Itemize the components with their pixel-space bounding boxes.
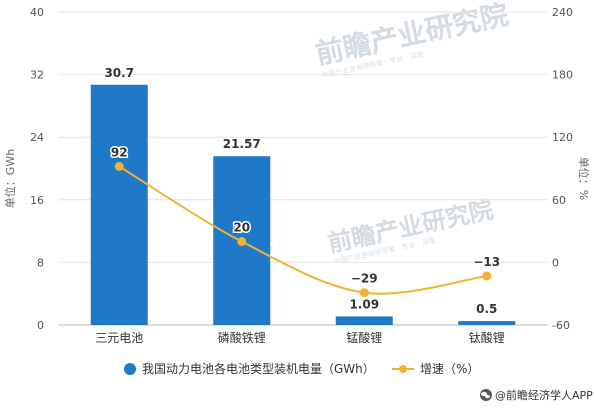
- line-data-label: 92: [111, 145, 128, 159]
- line-point: [114, 161, 124, 171]
- bar: [335, 316, 393, 325]
- footer: @前瞻经济学人APP: [480, 388, 593, 402]
- line-data-label: 20: [233, 221, 250, 235]
- bar-data-label: 30.7: [104, 66, 134, 80]
- line-data-label: −13: [473, 255, 500, 269]
- x-tick-label: 锰酸锂: [346, 330, 382, 345]
- y-left-tick-label: 40: [30, 6, 44, 19]
- line-data-label: −29: [351, 272, 378, 286]
- growth-line: [118, 165, 487, 295]
- y-right-axis-title: 单位：%: [577, 157, 591, 200]
- y-right-tick-label: 120: [552, 131, 573, 144]
- y-right-tick-label: 0: [552, 256, 559, 269]
- legend-line-label: 增速（%）: [420, 362, 479, 376]
- y-right-tick-label: 180: [552, 69, 573, 82]
- line-point: [359, 288, 369, 298]
- legend-bar-marker: [124, 363, 136, 375]
- y-left-tick-label: 32: [30, 69, 44, 82]
- line-point: [482, 271, 492, 281]
- footer-source: @前瞻经济学人APP: [495, 388, 593, 402]
- y-left-tick-label: 16: [30, 194, 44, 207]
- bar: [458, 321, 516, 325]
- y-left-tick-label: 8: [37, 256, 44, 269]
- line-point: [237, 237, 247, 247]
- bar-data-label: 0.5: [476, 302, 497, 316]
- watermark: 前瞻产业研究院 中国产业咨询领导者 · 专业 · 深度 前瞻产业研究院 中国产业…: [313, 0, 512, 266]
- y-right-tick-label: -60: [552, 319, 570, 332]
- y-left-tick-label: 0: [37, 319, 44, 332]
- y-right-tick-label: 60: [552, 194, 566, 207]
- x-tick-label: 钛酸锂: [469, 330, 505, 345]
- y-left-axis-title: 单位：GWh: [3, 149, 17, 208]
- y-right-tick-label: 240: [552, 6, 573, 19]
- legend-bar-label: 我国动力电池各电池类型装机电量（GWh）: [142, 361, 375, 376]
- bar: [90, 84, 148, 326]
- x-tick-label: 磷酸铁锂: [218, 330, 266, 345]
- legend-line-point: [399, 365, 407, 373]
- x-tick-label: 三元电池: [95, 331, 143, 345]
- bar-data-label: 21.57: [223, 137, 261, 151]
- bar-data-label: 1.09: [349, 297, 379, 311]
- y-left-tick-label: 24: [30, 131, 44, 144]
- wechat-icon: [480, 389, 492, 401]
